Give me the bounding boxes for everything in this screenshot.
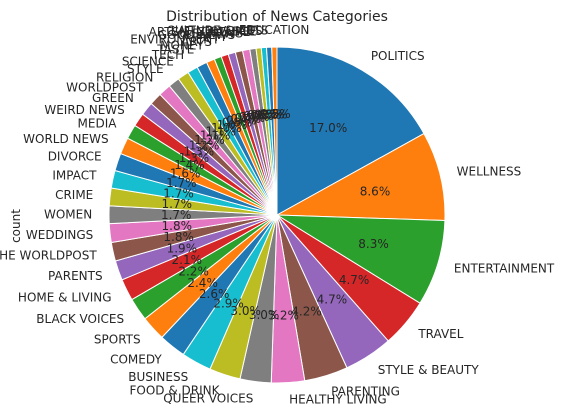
slice-label: MEDIA bbox=[78, 116, 118, 130]
slice-label: CRIME bbox=[55, 188, 93, 202]
slice-percent: 1.1% bbox=[206, 124, 237, 138]
pie-percent-labels: 17.0%8.6%8.3%4.7%4.7%4.2%3.2%3.0%3.0%2.9… bbox=[161, 107, 390, 322]
slice-percent: 1.2% bbox=[189, 138, 220, 152]
slice-label: TECH bbox=[151, 48, 184, 62]
slice-percent: 0.6% bbox=[247, 108, 278, 122]
y-axis-label: count bbox=[9, 209, 23, 243]
slice-percent: 0.7% bbox=[235, 111, 266, 125]
slice-label: U.S. NEWS bbox=[179, 26, 243, 40]
slice-label: TRAVEL bbox=[417, 327, 463, 341]
pie-slice bbox=[276, 46, 425, 216]
slice-label: CULTURE & ARTS bbox=[166, 23, 268, 37]
slice-percent: 1.7% bbox=[163, 187, 194, 201]
slice-label: WORLD NEWS bbox=[23, 132, 108, 146]
slice-percent: 4.7% bbox=[317, 293, 348, 307]
slice-label: HEALTHY LIVING bbox=[289, 392, 387, 406]
slice-percent: 2.2% bbox=[178, 265, 209, 279]
pie-slice bbox=[271, 46, 278, 216]
slice-percent: 0.7% bbox=[226, 114, 257, 128]
slice-label: ENTERTAINMENT bbox=[454, 261, 555, 275]
slice-label: DIVORCE bbox=[48, 150, 102, 164]
slice-percent: 17.0% bbox=[309, 121, 347, 135]
slice-percent: 8.3% bbox=[358, 237, 389, 251]
slice-percent: 1.8% bbox=[163, 230, 194, 244]
slice-percent: 1.7% bbox=[162, 197, 193, 211]
slice-label: BUSINESS bbox=[128, 370, 188, 384]
slice-label: PARENTS bbox=[48, 269, 103, 283]
slice-label: WEIRD NEWS bbox=[44, 103, 124, 117]
slice-label: ENVIRONMENT bbox=[130, 32, 220, 46]
chart-title: Distribution of News Categories bbox=[166, 9, 388, 25]
slice-percent: 0.7% bbox=[230, 112, 261, 126]
slice-percent: 0.8% bbox=[222, 115, 253, 129]
pie-slice bbox=[275, 214, 446, 304]
slice-percent: 1.0% bbox=[211, 121, 242, 135]
slice-percent: 0.7% bbox=[239, 110, 270, 124]
slice-label: THE WORLDPOST bbox=[0, 248, 97, 262]
pie-labels: POLITICS WELLNESS ENTERTAINMENT TRAVEL STYLE… bbox=[0, 23, 555, 406]
slice-percent: 1.7% bbox=[166, 176, 197, 190]
slice-label: STYLE & BEAUTY bbox=[378, 363, 480, 377]
slice-percent: 4.2% bbox=[291, 304, 322, 318]
pie-slices bbox=[108, 46, 446, 384]
slice-percent: 2.6% bbox=[199, 287, 230, 301]
slice-percent: 3.2% bbox=[268, 309, 299, 323]
slice-label: SCIENCE bbox=[122, 55, 174, 69]
slice-label: FOOD & DRINK bbox=[130, 384, 221, 398]
slice-percent: 1.3% bbox=[179, 151, 210, 165]
slice-label: SPORTS bbox=[94, 333, 141, 347]
slice-label: BLACK VOICES bbox=[36, 312, 124, 326]
slice-label: WORLDPOST bbox=[66, 80, 144, 94]
slice-percent: 1.3% bbox=[184, 144, 215, 158]
slice-label: STYLE bbox=[127, 62, 164, 76]
slice-percent: 1.6% bbox=[170, 166, 201, 180]
slice-label: EDUCATION bbox=[239, 23, 310, 37]
slice-label: HOME & LIVING bbox=[18, 290, 112, 304]
slice-label: WOMEN bbox=[44, 208, 92, 222]
slice-label: WEDDINGS bbox=[26, 228, 93, 242]
slice-label: TASTE bbox=[156, 43, 194, 57]
slice-percent: 1.1% bbox=[200, 128, 231, 142]
slice-percent: 0.5% bbox=[254, 108, 285, 122]
slice-percent: 1.7% bbox=[161, 208, 192, 222]
slice-label: MONEY bbox=[160, 38, 204, 52]
slice-percent: 2.4% bbox=[187, 276, 218, 290]
slice-percent: 3.0% bbox=[249, 308, 280, 322]
slice-percent: 0.7% bbox=[243, 109, 274, 123]
slice-label: WELLNESS bbox=[457, 165, 522, 179]
slice-percent: 8.6% bbox=[360, 184, 391, 198]
slice-label: GOOD NEWS bbox=[158, 28, 235, 42]
slice-percent: 1.0% bbox=[217, 118, 248, 132]
slice-label: LATINO VOICES bbox=[171, 24, 263, 38]
slice-label: IMPACT bbox=[52, 169, 97, 183]
slice-percent: 2.9% bbox=[213, 296, 244, 310]
slice-label: ARTS bbox=[181, 35, 212, 49]
slice-label: GREEN bbox=[92, 91, 134, 105]
slice-label: RELIGION bbox=[96, 71, 153, 85]
slice-percent: 1.9% bbox=[167, 241, 198, 255]
slice-percent: 4.7% bbox=[339, 273, 370, 287]
slice-percent: 2.1% bbox=[172, 253, 203, 267]
slice-label: QUEER VOICES bbox=[163, 391, 253, 405]
slice-label: FIFTY bbox=[195, 30, 227, 44]
slice-percent: 3.0% bbox=[230, 304, 261, 318]
slice-label: COLLEGE bbox=[201, 24, 257, 38]
slice-percent: 1.8% bbox=[162, 219, 193, 233]
slice-label: ARTS & CULTURE bbox=[149, 25, 251, 39]
slice-percent: 0.5% bbox=[251, 108, 282, 122]
slice-percent: 0.5% bbox=[257, 107, 288, 121]
slice-label: COMEDY bbox=[110, 352, 162, 366]
slice-label: POLITICS bbox=[371, 49, 425, 63]
slice-percent: 1.2% bbox=[194, 133, 225, 147]
pie-slice bbox=[275, 132, 446, 222]
slice-label: PARENTING bbox=[331, 385, 400, 399]
slice-percent: 1.4% bbox=[174, 158, 205, 172]
slice-percent: 0.5% bbox=[260, 107, 291, 121]
